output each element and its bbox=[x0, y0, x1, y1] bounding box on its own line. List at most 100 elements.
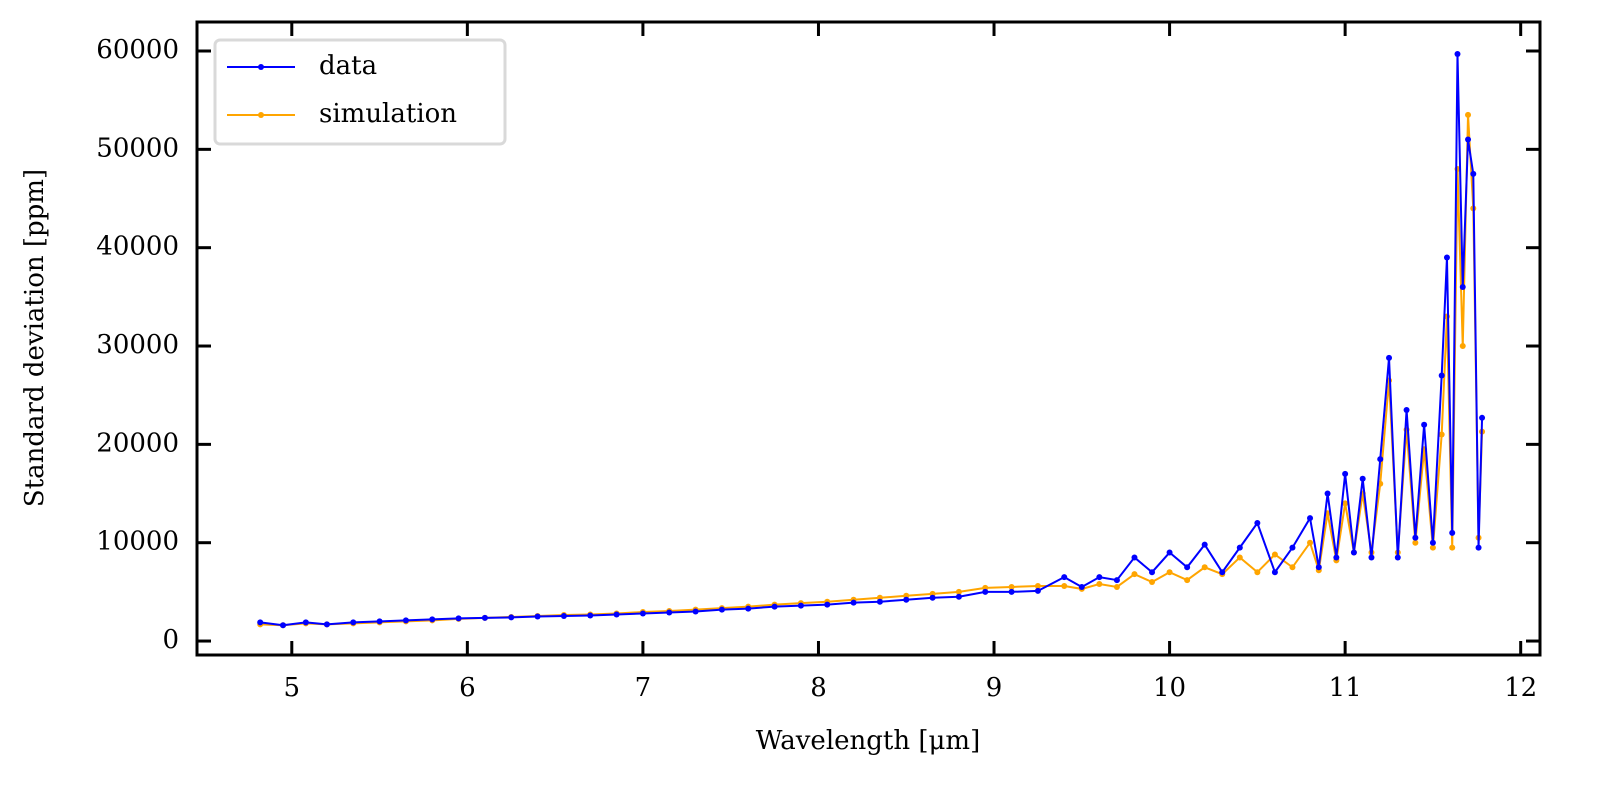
data-point bbox=[1386, 354, 1393, 361]
data-point bbox=[1149, 579, 1156, 586]
y-tick-label: 30000 bbox=[96, 330, 179, 360]
data-point bbox=[1096, 581, 1103, 588]
x-tick-label: 9 bbox=[986, 673, 1003, 703]
data-point bbox=[639, 610, 646, 617]
data-point bbox=[613, 611, 620, 618]
y-tick-label: 40000 bbox=[96, 232, 179, 262]
data-point bbox=[1475, 544, 1482, 551]
data-point bbox=[1307, 539, 1314, 546]
data-point bbox=[1333, 554, 1340, 561]
data-point bbox=[1412, 534, 1419, 541]
data-point bbox=[1008, 583, 1015, 590]
y-axis-label: Standard deviation [ppm] bbox=[20, 169, 50, 507]
x-axis-label: Wavelength [μm] bbox=[756, 726, 980, 756]
data-point bbox=[718, 606, 725, 613]
data-point bbox=[1438, 431, 1445, 438]
data-point bbox=[1271, 569, 1278, 576]
data-point bbox=[1438, 372, 1445, 379]
x-tick-label: 12 bbox=[1504, 673, 1537, 703]
data-point bbox=[929, 594, 936, 601]
data-point bbox=[1096, 574, 1103, 581]
data-point bbox=[1236, 554, 1243, 561]
data-point bbox=[587, 612, 594, 619]
data-point bbox=[1449, 544, 1456, 551]
legend: data simulation bbox=[213, 38, 507, 146]
data-point bbox=[1350, 549, 1357, 556]
data-point bbox=[350, 619, 357, 626]
data-point bbox=[1429, 539, 1436, 546]
data-point bbox=[955, 588, 962, 595]
data-point bbox=[1061, 582, 1068, 589]
x-tick-label: 7 bbox=[635, 673, 652, 703]
data-point bbox=[1470, 170, 1477, 177]
y-tick-label: 50000 bbox=[96, 133, 179, 163]
legend-label: simulation bbox=[319, 99, 457, 129]
data-point bbox=[824, 601, 831, 608]
y-tick-label: 60000 bbox=[96, 35, 179, 65]
data-point bbox=[1421, 421, 1428, 428]
data-point bbox=[876, 598, 883, 605]
x-tick-label: 5 bbox=[284, 673, 301, 703]
data-point bbox=[1113, 577, 1120, 584]
data-point bbox=[1394, 554, 1401, 561]
data-point bbox=[666, 609, 673, 616]
data-point bbox=[955, 593, 962, 600]
data-point bbox=[1254, 569, 1261, 576]
data-point bbox=[1465, 136, 1472, 143]
y-tick-label: 0 bbox=[162, 625, 179, 655]
data-point bbox=[1359, 475, 1366, 482]
data-point bbox=[1271, 551, 1278, 558]
data-point bbox=[850, 599, 857, 606]
data-point bbox=[1131, 571, 1138, 578]
data-point bbox=[1342, 500, 1349, 507]
legend-marker bbox=[258, 64, 264, 70]
data-point bbox=[455, 615, 462, 622]
data-point bbox=[745, 605, 752, 612]
data-point bbox=[1412, 539, 1419, 546]
data-point bbox=[1131, 554, 1138, 561]
data-point bbox=[1307, 515, 1314, 522]
data-point bbox=[534, 613, 541, 620]
data-point bbox=[1113, 583, 1120, 590]
data-point bbox=[1184, 564, 1191, 571]
x-tick-label: 8 bbox=[810, 673, 827, 703]
data-point bbox=[1368, 554, 1375, 561]
data-point bbox=[1078, 583, 1085, 590]
y-tick-label: 10000 bbox=[96, 527, 179, 557]
data-point bbox=[1201, 541, 1208, 548]
data-point bbox=[771, 603, 778, 610]
data-point bbox=[1289, 544, 1296, 551]
data-point bbox=[1465, 111, 1472, 118]
x-tick-label: 11 bbox=[1329, 673, 1362, 703]
data-point bbox=[1403, 406, 1410, 413]
data-point bbox=[560, 612, 567, 619]
data-point bbox=[903, 596, 910, 603]
data-point bbox=[1254, 520, 1261, 527]
data-point bbox=[302, 619, 309, 626]
data-point bbox=[1201, 564, 1208, 571]
data-point bbox=[1219, 569, 1226, 576]
data-point bbox=[692, 608, 699, 615]
data-point bbox=[1429, 544, 1436, 551]
data-point bbox=[1166, 569, 1173, 576]
x-tick-label: 10 bbox=[1153, 673, 1186, 703]
data-point bbox=[1443, 254, 1450, 261]
data-point bbox=[376, 618, 383, 625]
x-tick-label: 6 bbox=[459, 673, 476, 703]
data-point bbox=[1034, 582, 1041, 589]
data-point bbox=[1324, 490, 1331, 497]
series-line bbox=[260, 114, 1484, 627]
data-point bbox=[1061, 574, 1068, 581]
data-point bbox=[1479, 414, 1486, 421]
data-point bbox=[1289, 564, 1296, 571]
data-point bbox=[508, 614, 515, 621]
data-point bbox=[1342, 470, 1349, 477]
legend-label: data bbox=[319, 51, 377, 81]
data-point bbox=[1008, 588, 1015, 595]
data-point bbox=[1449, 529, 1456, 536]
data-point bbox=[1236, 544, 1243, 551]
data-point bbox=[1454, 50, 1461, 57]
data-point bbox=[481, 614, 488, 621]
